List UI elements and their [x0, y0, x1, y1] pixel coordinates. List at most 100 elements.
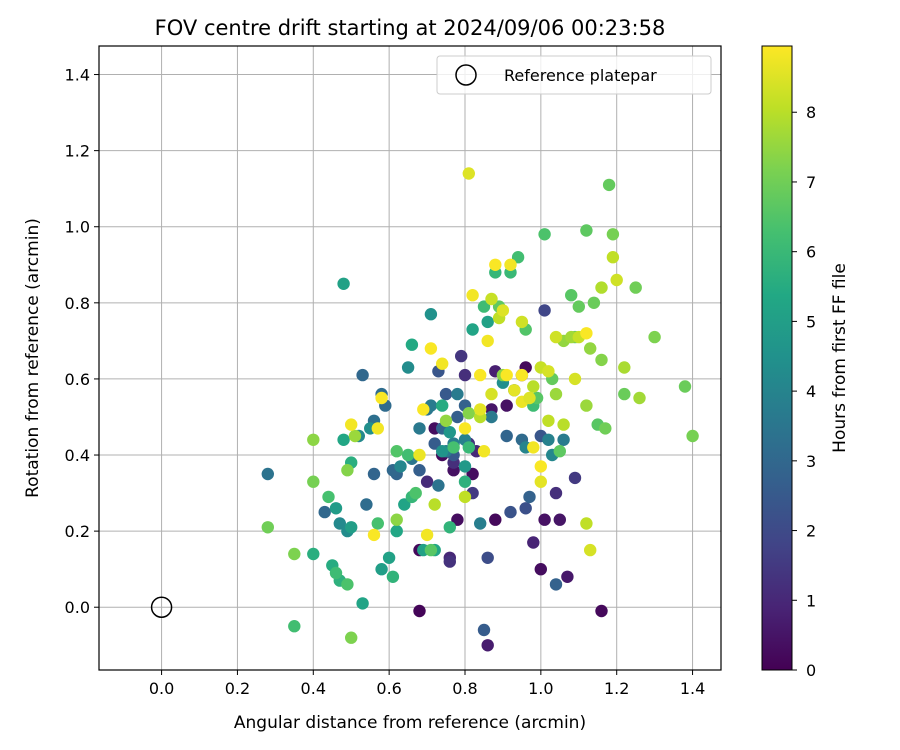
scatter-point [542, 414, 555, 427]
scatter-point [474, 368, 487, 382]
scatter-point [481, 551, 494, 564]
scatter-point [367, 528, 381, 542]
scatter-point [371, 517, 384, 530]
scatter-point [261, 467, 274, 481]
scatter-point [527, 441, 540, 454]
scatter-point [561, 570, 574, 583]
reference-point [150, 596, 173, 618]
scatter-point [413, 464, 426, 477]
x-tick-label: 0.6 [376, 679, 401, 698]
scatter-point [261, 521, 274, 534]
scatter-point [439, 387, 453, 401]
scatter-point [413, 448, 426, 462]
scatter-point [466, 467, 479, 481]
scatter-point [500, 368, 513, 382]
scatter-point [466, 289, 479, 302]
colorbar-tick-label: 0 [806, 661, 816, 680]
scatter-point [337, 277, 350, 290]
y-axis-label: Rotation from reference (arcmin) [23, 218, 43, 498]
scatter-point [455, 349, 468, 363]
scatter-point [401, 448, 415, 462]
scatter-point [462, 167, 475, 180]
scatter-point [458, 475, 472, 488]
scatter-point [413, 604, 426, 618]
scatter-point [511, 251, 525, 264]
scatter-point [288, 547, 301, 561]
x-tick-label: 1.2 [604, 679, 629, 698]
scatter-point [606, 251, 620, 264]
scatter-point [686, 429, 699, 443]
scatter-point [458, 422, 472, 435]
scatter-point [481, 315, 494, 329]
x-tick-label: 0.2 [225, 679, 250, 698]
scatter-point [398, 498, 411, 511]
scatter-point [595, 281, 608, 294]
y-axis-ticks: 0.0 0.2 0.4 0.6 0.8 1.0 1.2 1.4 [65, 66, 99, 617]
scatter-point [538, 513, 551, 526]
scatter-point [538, 228, 551, 241]
scatter-point [341, 578, 354, 591]
scatter-point [413, 422, 426, 435]
scatter-point [443, 555, 456, 568]
legend-label-reference: Reference platepar [504, 66, 657, 85]
scatter-point [527, 536, 540, 549]
scatter-point [345, 521, 358, 534]
scatter-point [549, 387, 563, 401]
colorbar-tick-label: 3 [806, 452, 816, 471]
colorbar: 0 1 2 3 4 5 6 7 8 Hours from first FF file [761, 45, 850, 680]
scatter-point [648, 330, 661, 344]
scatter-point [481, 639, 494, 652]
y-tick-label: 0.8 [65, 294, 90, 313]
scatter-point [489, 513, 502, 526]
scatter-point [504, 505, 517, 519]
scatter-point [458, 368, 472, 382]
reference-marker [150, 596, 173, 618]
scatter-point [595, 604, 608, 618]
scatter-point [288, 620, 301, 633]
y-tick-label: 0.6 [65, 370, 90, 389]
x-axis-label: Angular distance from reference (arcmin) [234, 713, 586, 733]
scatter-point [420, 528, 434, 542]
scatter-point [318, 505, 331, 519]
scatter-point [549, 486, 563, 500]
chart-title: FOV centre drift starting at 2024/09/06 … [155, 16, 666, 40]
scatter-point [458, 490, 472, 504]
scatter-point [504, 258, 517, 271]
scatter-point [549, 330, 563, 344]
scatter-point [523, 490, 536, 504]
x-tick-label: 0.8 [452, 679, 477, 698]
x-tick-label: 1.0 [528, 679, 553, 698]
colorbar-tick-label: 5 [806, 312, 816, 331]
scatter-point [474, 403, 487, 416]
scatter-point [337, 433, 350, 446]
scatter-point [527, 380, 540, 393]
scatter-point [436, 357, 449, 370]
colorbar-label: Hours from first FF file [830, 263, 850, 453]
scatter-point [333, 517, 346, 530]
scatter-point [424, 342, 438, 355]
y-tick-label: 0.4 [65, 446, 90, 465]
scatter-point [610, 273, 623, 287]
colorbar-tick-label: 7 [806, 173, 816, 192]
scatter-point [386, 570, 400, 583]
scatter-point [307, 433, 320, 446]
legend: Reference platepar [436, 55, 712, 95]
scatter-point [678, 380, 692, 393]
scatter-point [390, 513, 403, 526]
scatter-point [424, 308, 438, 321]
scatter-point [451, 410, 464, 424]
colorbar-gradient [761, 45, 793, 671]
grid [99, 46, 721, 670]
scatter-point [557, 433, 570, 446]
scatter-point [549, 578, 563, 591]
scatter-point [477, 300, 491, 313]
scatter-point [496, 304, 510, 317]
scatter-point [474, 517, 487, 530]
scatter-point [481, 334, 494, 348]
scatter-point [436, 399, 449, 412]
scatter-point [595, 353, 608, 367]
scatter-point [428, 437, 441, 450]
colorbar-tick-label: 6 [806, 243, 816, 262]
scatter-point [485, 292, 498, 306]
scatter-point [534, 563, 547, 576]
